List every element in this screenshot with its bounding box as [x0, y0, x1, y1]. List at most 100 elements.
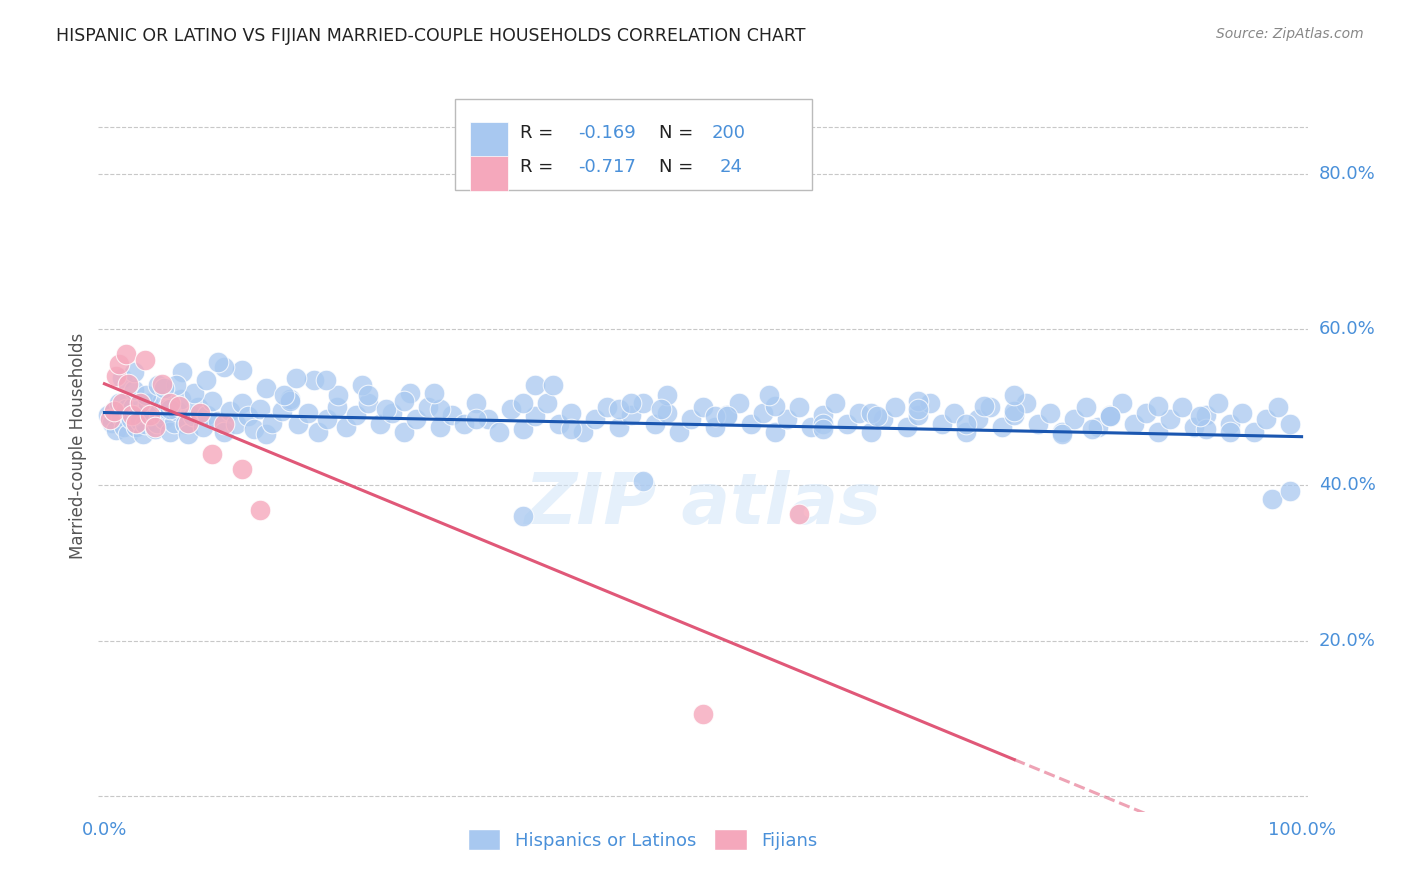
Point	[273, 388, 295, 402]
Point	[488, 425, 510, 439]
Point	[763, 399, 786, 413]
Point	[231, 462, 253, 476]
Point	[1111, 396, 1133, 410]
Point	[704, 409, 727, 424]
Point	[121, 408, 143, 422]
Point	[1267, 400, 1289, 414]
Point	[170, 392, 193, 407]
Point	[835, 417, 858, 432]
Point	[120, 411, 142, 425]
Point	[1074, 400, 1097, 414]
Point	[374, 401, 396, 416]
Point	[107, 357, 129, 371]
Point	[991, 419, 1014, 434]
Point	[249, 503, 271, 517]
Point	[1260, 491, 1282, 506]
Point	[124, 416, 146, 430]
Point	[136, 396, 159, 410]
Point	[1081, 422, 1104, 436]
Point	[429, 401, 451, 416]
Point	[122, 400, 145, 414]
Point	[105, 368, 128, 383]
Point	[231, 396, 253, 410]
Point	[422, 386, 444, 401]
Point	[848, 406, 870, 420]
Point	[704, 419, 727, 434]
Text: HISPANIC OR LATINO VS FIJIAN MARRIED-COUPLE HOUSEHOLDS CORRELATION CHART: HISPANIC OR LATINO VS FIJIAN MARRIED-COU…	[56, 27, 806, 45]
Bar	[470, 122, 509, 157]
Point	[1219, 425, 1241, 439]
Point	[967, 411, 990, 425]
Point	[787, 400, 810, 414]
Point	[124, 419, 146, 434]
Point	[824, 396, 846, 410]
Point	[112, 419, 135, 434]
Point	[357, 396, 380, 410]
Point	[440, 408, 463, 422]
Point	[811, 408, 834, 422]
Point	[763, 425, 786, 439]
Point	[716, 408, 738, 422]
Point	[429, 419, 451, 434]
Point	[177, 427, 200, 442]
Point	[195, 408, 218, 422]
Point	[97, 408, 120, 422]
Point	[1278, 417, 1301, 432]
Point	[501, 401, 523, 416]
Point	[512, 509, 534, 524]
Point	[1135, 406, 1157, 420]
Point	[787, 508, 810, 522]
Point	[800, 419, 823, 434]
Point	[631, 396, 654, 410]
Point	[1159, 411, 1181, 425]
Point	[183, 386, 205, 401]
Text: R =: R =	[520, 158, 560, 176]
Point	[1243, 425, 1265, 439]
Point	[254, 381, 277, 395]
Point	[302, 373, 325, 387]
Point	[212, 417, 235, 432]
Point	[127, 408, 149, 422]
Point	[381, 406, 404, 420]
Point	[148, 378, 170, 392]
Point	[1278, 484, 1301, 499]
Point	[1219, 417, 1241, 432]
Point	[100, 416, 122, 430]
Legend: Hispanics or Latinos, Fijians: Hispanics or Latinos, Fijians	[461, 822, 824, 857]
Point	[1123, 417, 1146, 432]
Point	[405, 411, 427, 425]
Text: ZIP atlas: ZIP atlas	[524, 470, 882, 539]
Point	[776, 411, 799, 425]
Point	[1195, 422, 1218, 436]
Point	[117, 427, 139, 442]
Point	[1050, 427, 1073, 442]
Point	[103, 404, 125, 418]
Point	[865, 409, 887, 424]
Text: 24: 24	[720, 158, 742, 176]
Point	[543, 378, 565, 392]
Point	[758, 388, 780, 402]
Point	[560, 406, 582, 420]
Point	[811, 417, 834, 432]
Point	[156, 401, 179, 416]
Point	[111, 396, 134, 410]
Point	[453, 417, 475, 432]
Point	[583, 411, 606, 425]
Point	[728, 396, 751, 410]
Point	[655, 388, 678, 402]
Point	[1206, 396, 1229, 410]
Point	[392, 425, 415, 439]
Point	[103, 404, 125, 418]
Point	[335, 419, 357, 434]
Point	[249, 401, 271, 416]
Point	[172, 365, 194, 379]
Point	[212, 359, 235, 374]
Point	[1099, 409, 1122, 424]
Point	[141, 404, 163, 418]
Point	[153, 381, 176, 395]
Point	[143, 422, 166, 436]
Point	[1230, 406, 1253, 420]
Point	[260, 416, 283, 430]
Text: R =: R =	[520, 124, 560, 143]
Point	[143, 419, 166, 434]
